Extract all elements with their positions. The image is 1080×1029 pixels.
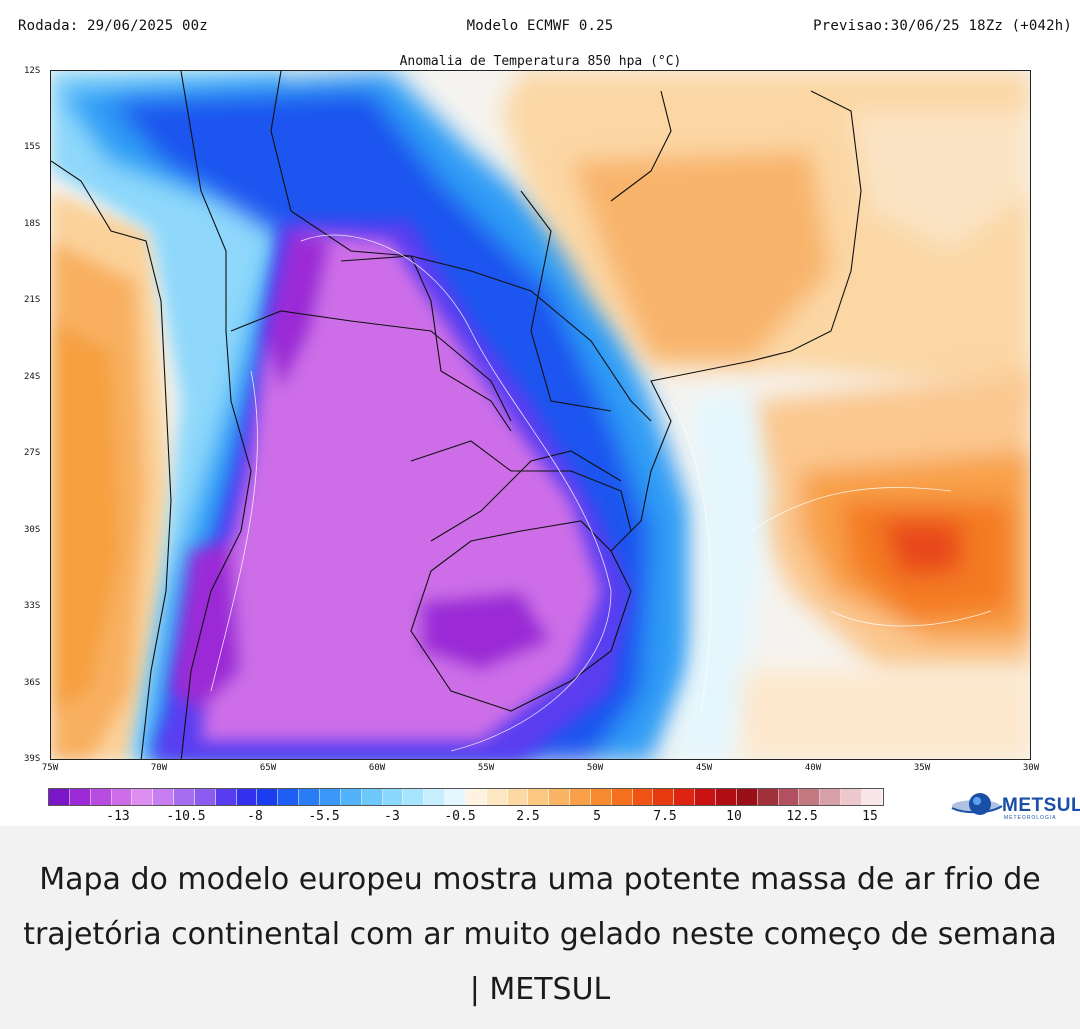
color-scale-swatch	[507, 789, 529, 805]
lat-tick: 36S	[24, 678, 41, 688]
cold-region-core	[171, 231, 601, 741]
color-scale-swatch	[820, 789, 842, 805]
color-scale-label: 12.5	[786, 809, 818, 824]
color-scale-swatch	[611, 789, 633, 805]
color-scale-label: 15	[862, 809, 878, 824]
lon-tick: 65W	[259, 763, 277, 773]
lon-tick: 75W	[41, 763, 59, 773]
color-scale-swatch	[528, 789, 550, 805]
lat-tick: 24S	[24, 372, 41, 382]
color-scale-swatch	[841, 789, 862, 805]
color-scale-swatch	[236, 789, 258, 805]
color-scale-swatch	[590, 789, 612, 805]
color-scale-swatch	[278, 789, 300, 805]
color-scale-swatch	[382, 789, 404, 805]
lat-tick: 27S	[24, 448, 41, 458]
anomaly-field-svg	[51, 71, 1030, 759]
color-scale-swatch	[445, 789, 466, 805]
color-scale-swatch	[778, 789, 800, 805]
color-scale-swatch	[257, 789, 279, 805]
color-scale-label: -13	[106, 809, 130, 824]
color-scale-swatch	[132, 789, 154, 805]
forecast-time-label: Previsao:30/06/25 18Zz (+042h)	[813, 18, 1072, 34]
color-scale-swatch	[716, 789, 737, 805]
map-title: Anomalia de Temperatura 850 hpa (°C)	[399, 54, 682, 69]
color-scale-swatch	[799, 789, 821, 805]
color-scale-swatch	[757, 789, 779, 805]
color-scale-swatch	[215, 789, 237, 805]
country-borders	[51, 71, 862, 759]
color-scale-swatch	[549, 789, 571, 805]
color-scale-swatch	[424, 789, 446, 805]
color-scale-swatch	[486, 789, 508, 805]
color-scale-label: -3	[384, 809, 400, 824]
color-scale-swatch	[299, 789, 320, 805]
cool-region-andes	[51, 71, 311, 759]
warm-region-atlantic	[751, 371, 1030, 671]
color-scale-swatch	[653, 789, 675, 805]
color-scale-label: -8	[247, 809, 263, 824]
color-scale-label: 5	[593, 809, 601, 824]
lat-tick: 18S	[24, 219, 41, 229]
warm-region-brazil	[501, 71, 1030, 401]
color-scale-swatch	[632, 789, 654, 805]
color-scale-bar	[48, 788, 884, 806]
metsul-logo-icon	[951, 793, 1003, 815]
color-scale-swatch	[361, 789, 383, 805]
lat-tick: 33S	[24, 601, 41, 611]
neutral-region-ocean	[671, 391, 1030, 759]
temperature-anomaly-map	[50, 70, 1031, 760]
color-scale-swatch	[674, 789, 696, 805]
model-label: Modelo ECMWF 0.25	[466, 18, 614, 34]
color-scale-swatch	[861, 789, 883, 805]
lat-tick: 12S	[24, 66, 41, 76]
color-scale-label: -10.5	[166, 809, 206, 824]
color-scale-label: 10	[726, 809, 742, 824]
color-scale-swatch	[736, 789, 758, 805]
lat-tick: 30S	[24, 525, 41, 535]
color-scale-label: 7.5	[653, 809, 677, 824]
color-scale-swatch	[49, 789, 70, 805]
contour-lines	[210, 234, 992, 752]
lon-tick: 45W	[695, 763, 713, 773]
color-scale-swatch	[319, 789, 341, 805]
color-scale-swatch	[90, 789, 112, 805]
lat-tick: 39S	[24, 754, 41, 764]
lon-tick: 55W	[477, 763, 495, 773]
color-scale-label: 2.5	[516, 809, 540, 824]
color-scale-swatch	[174, 789, 195, 805]
color-scale-swatch	[465, 789, 487, 805]
color-scale-swatch	[153, 789, 175, 805]
lon-tick: 40W	[804, 763, 822, 773]
color-scale-swatch	[340, 789, 362, 805]
color-scale-label: -5.5	[308, 809, 340, 824]
color-scale-swatch	[111, 789, 133, 805]
warm-region-pacific	[51, 191, 171, 759]
color-scale-swatch	[194, 789, 216, 805]
color-scale-swatch	[695, 789, 716, 805]
lon-tick: 70W	[150, 763, 168, 773]
lat-tick: 21S	[24, 295, 41, 305]
lon-tick: 30W	[1022, 763, 1040, 773]
color-scale-label: -0.5	[444, 809, 476, 824]
run-time-label: Rodada: 29/06/2025 00z	[18, 18, 208, 34]
color-scale-swatch	[570, 789, 591, 805]
color-scale-swatch	[69, 789, 91, 805]
lon-tick: 50W	[586, 763, 604, 773]
logo-tagline: METEOROLOGIA	[1004, 815, 1057, 821]
color-scale-swatch	[403, 789, 425, 805]
lon-tick: 60W	[368, 763, 386, 773]
lat-tick: 15S	[24, 142, 41, 152]
image-caption: Mapa do modelo europeu mostra uma potent…	[0, 826, 1080, 1029]
lon-tick: 35W	[913, 763, 931, 773]
logo-wordmark: METSUL	[1002, 795, 1080, 816]
